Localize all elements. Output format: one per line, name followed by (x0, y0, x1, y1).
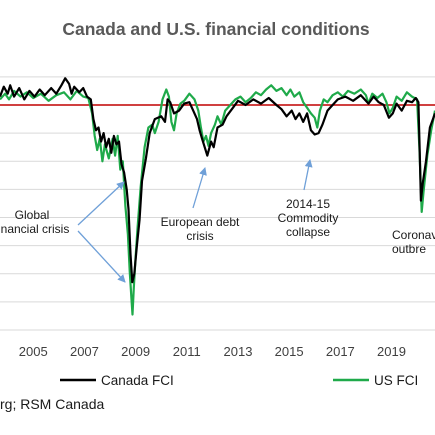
x-tick-label: 2017 (326, 344, 355, 359)
series-lines (0, 77, 435, 316)
annotation-arrow (192, 167, 207, 209)
annotation-line: outbre (392, 242, 426, 256)
x-tick-label: 2009 (121, 344, 150, 359)
annotation-arrow (303, 159, 313, 191)
annotation-line: crisis (186, 229, 213, 243)
annotation-arrow (77, 181, 125, 226)
canada-fci-line (0, 77, 435, 284)
x-tick-label: 2011 (173, 344, 201, 359)
x-tick-label: 2007 (70, 344, 99, 359)
us-fci-line (0, 84, 435, 316)
annotation-line: financial crisis (0, 222, 69, 236)
x-tick-label: 2013 (224, 344, 253, 359)
annotation-line: 2014-15 (286, 197, 330, 211)
annotation-line: Coronav (392, 228, 435, 242)
annotation-line: European debt (161, 215, 240, 229)
annotation-line: collapse (286, 225, 330, 239)
annotation-line: Global (15, 208, 50, 222)
legend-label: US FCI (374, 373, 418, 388)
annotation-arrow (77, 230, 126, 283)
x-tick-label: 2015 (275, 344, 304, 359)
source-note: rg; RSM Canada (0, 396, 105, 412)
chart-title: Canada and U.S. financial conditions (62, 19, 370, 39)
annotation-line: Commodity (278, 211, 339, 225)
x-axis-ticks: 200520072009201120132015201720192 (19, 344, 406, 359)
x-tick-label: 2005 (19, 344, 48, 359)
annotation-arrows (77, 159, 313, 283)
gridlines (0, 76, 435, 331)
legend-label: Canada FCI (101, 373, 174, 388)
legend: Canada FCI US FCI (60, 373, 418, 388)
x-tick-label: 2019 (377, 344, 406, 359)
